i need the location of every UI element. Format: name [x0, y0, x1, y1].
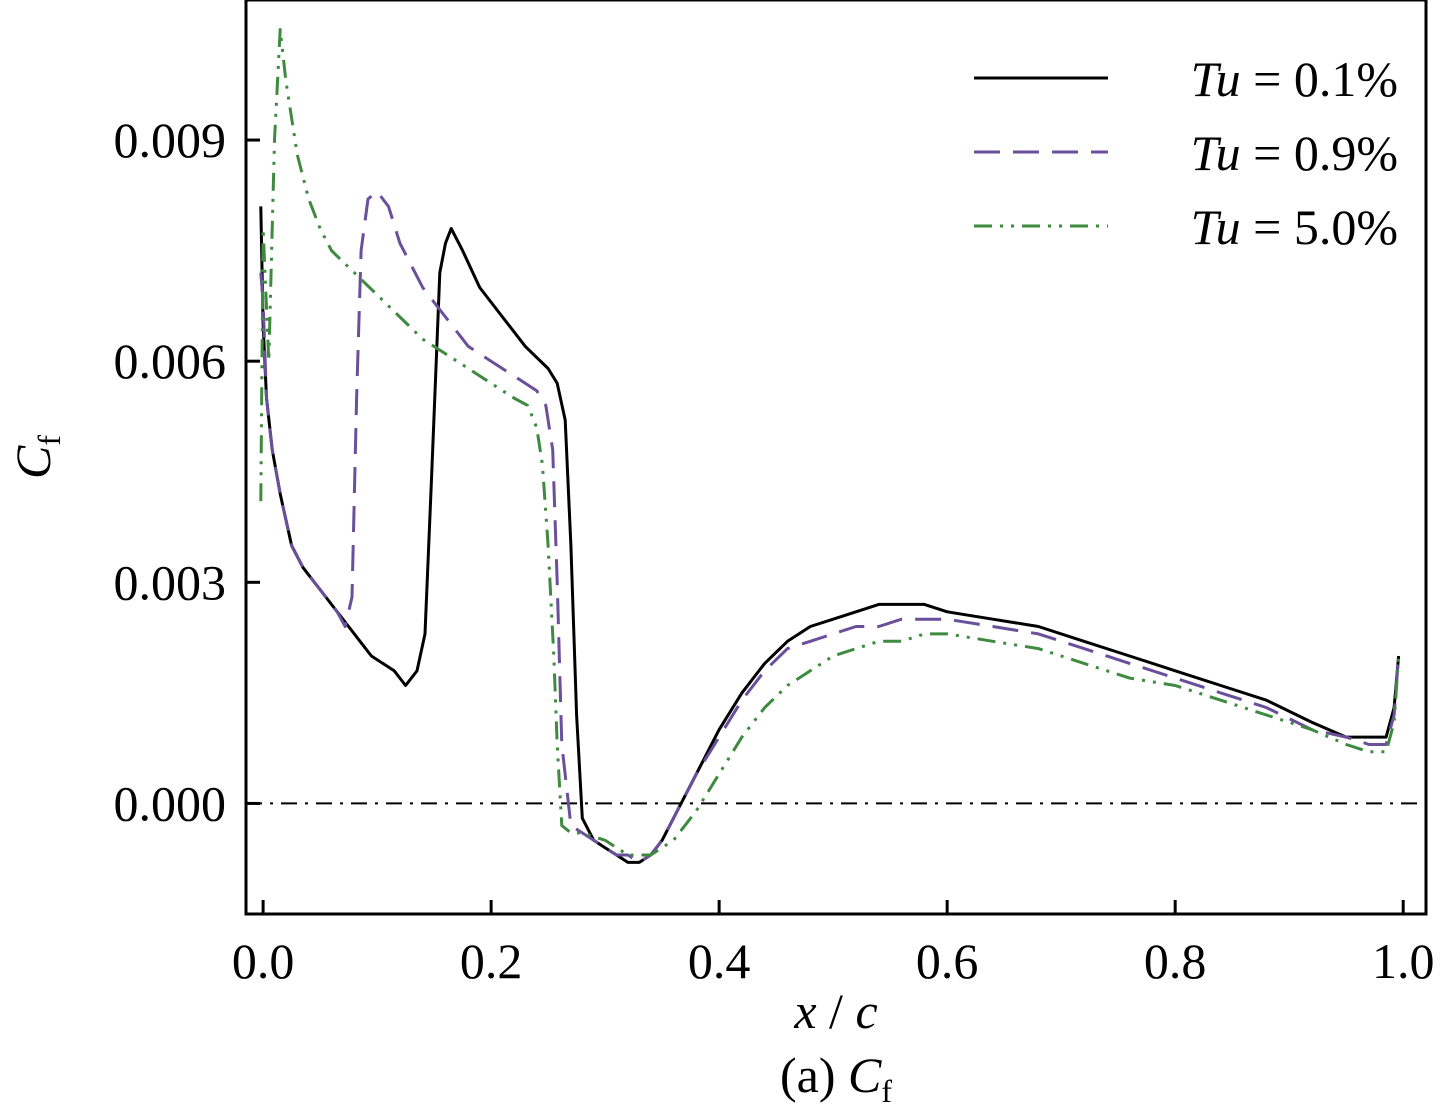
x-tick-label: 1.0	[1372, 933, 1435, 989]
x-tick-label: 0.4	[688, 933, 751, 989]
caption-main: C	[848, 1047, 882, 1103]
y-tick-layer: 0.000 0.003 0.006 0.009	[114, 112, 260, 831]
x-axis-label-x: x	[793, 983, 816, 1039]
x-tick-label: 0.0	[232, 933, 295, 989]
series-line-2	[259, 28, 1401, 857]
legend-label-tu-0-1: Tu = 0.1%	[1191, 51, 1398, 107]
y-axis-label: Cf	[5, 435, 67, 479]
x-tick-label: 0.2	[460, 933, 523, 989]
y-tick-label: 0.003	[114, 554, 227, 610]
series-line-1	[259, 190, 1401, 864]
x-axis-label: x / c	[793, 983, 877, 1039]
y-tick-label: 0.006	[114, 333, 227, 389]
x-axis-label-sep: /	[817, 983, 856, 1039]
legend-label-tu-5-0: Tu = 5.0%	[1191, 199, 1398, 255]
caption-sub: f	[881, 1073, 892, 1106]
figure-caption: (a) Cf	[780, 1047, 892, 1106]
x-tick-layer: 0.0 0.2 0.4 0.6 0.8 1.0	[232, 900, 1435, 989]
caption-prefix: (a)	[780, 1047, 848, 1103]
x-tick-label: 0.6	[916, 933, 979, 989]
y-tick-label: 0.009	[114, 112, 227, 168]
y-tick-label: 0.000	[114, 775, 227, 831]
legend-label-tu-5-0-rest: = 5.0%	[1241, 199, 1398, 255]
y-axis-label-sub: f	[31, 435, 67, 446]
legend-label-tu-0-1-var: Tu	[1191, 51, 1241, 107]
legend-label-tu-0-9: Tu = 0.9%	[1191, 125, 1398, 181]
legend: Tu = 0.1% Tu = 0.9% Tu = 5.0%	[974, 51, 1398, 255]
plot-frame	[244, 0, 1428, 916]
series-line-0	[259, 206, 1401, 864]
y-axis-label-main: C	[5, 445, 61, 479]
legend-label-tu-5-0-var: Tu	[1191, 199, 1241, 255]
series-layer	[259, 28, 1401, 864]
svg-text:Cf: Cf	[5, 435, 67, 479]
legend-label-tu-0-9-rest: = 0.9%	[1241, 125, 1398, 181]
x-axis-label-c: c	[855, 983, 877, 1039]
legend-label-tu-0-9-var: Tu	[1191, 125, 1241, 181]
x-tick-label: 0.8	[1144, 933, 1207, 989]
legend-label-tu-0-1-rest: = 0.1%	[1241, 51, 1398, 107]
